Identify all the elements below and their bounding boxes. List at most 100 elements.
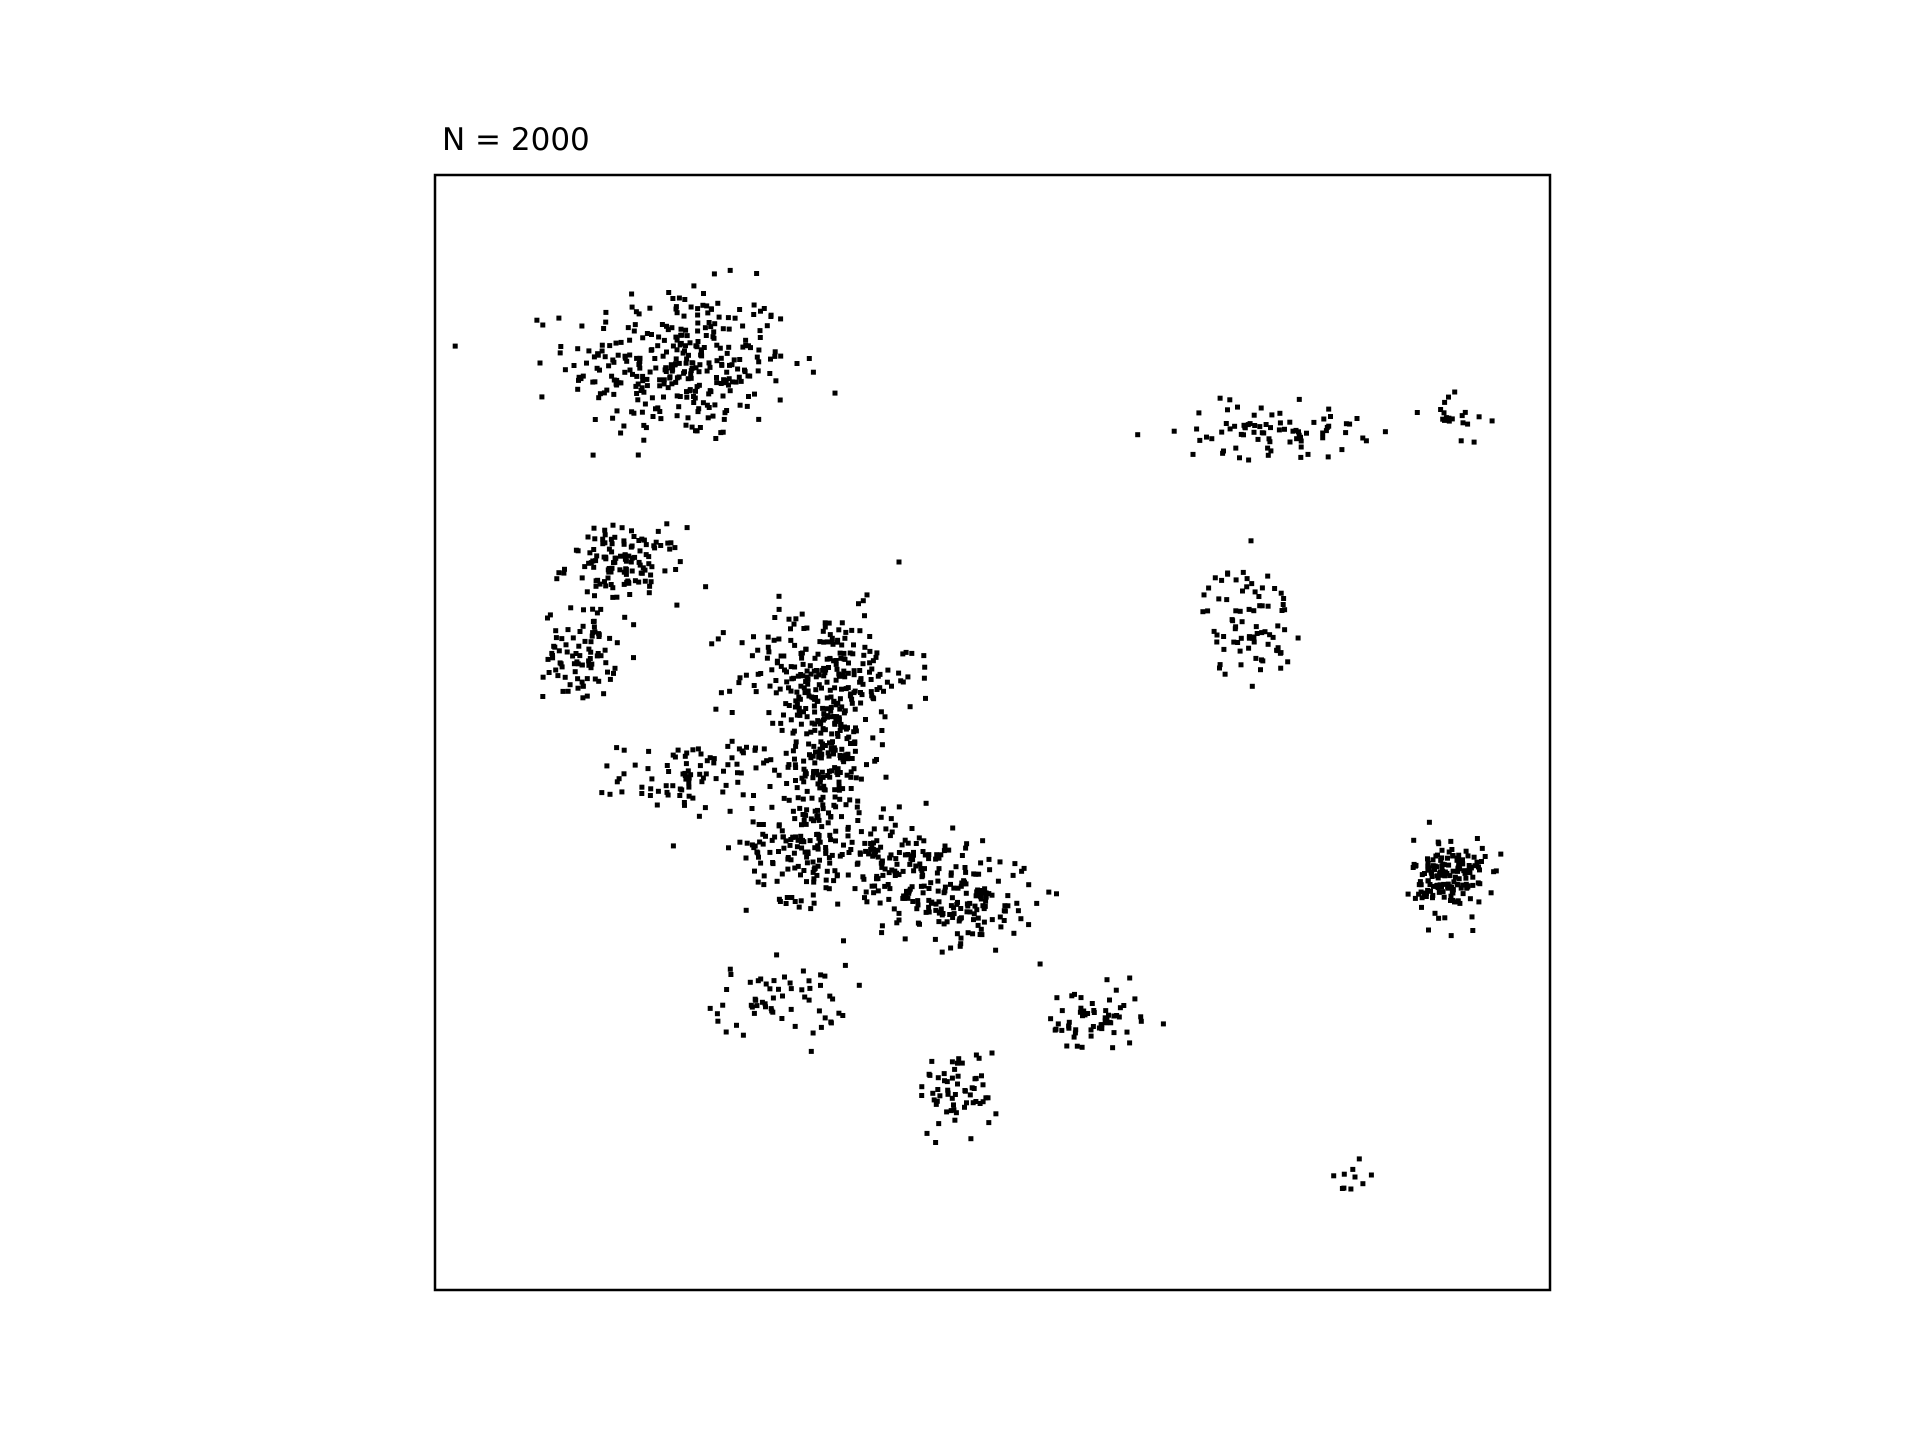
scatter-point xyxy=(688,368,694,374)
scatter-point xyxy=(686,775,692,781)
scatter-point xyxy=(594,610,600,616)
scatter-point xyxy=(870,735,876,741)
scatter-point xyxy=(1293,427,1299,433)
scatter-point xyxy=(951,885,957,891)
scatter-point xyxy=(621,541,627,547)
scatter-point xyxy=(804,625,810,631)
scatter-point xyxy=(1252,423,1258,428)
scatter-point xyxy=(1251,429,1257,435)
scatter-point xyxy=(849,700,855,706)
scatter-point xyxy=(814,668,819,673)
scatter-point xyxy=(835,700,841,706)
scatter-point xyxy=(718,381,724,386)
scatter-point xyxy=(1448,838,1454,844)
scatter-point xyxy=(778,720,784,726)
scatter-point xyxy=(755,671,761,677)
scatter-point xyxy=(837,706,843,712)
scatter-point xyxy=(763,833,768,839)
scatter-point xyxy=(599,342,605,348)
scatter-point xyxy=(638,388,644,393)
scatter-point xyxy=(610,522,616,528)
scatter-point xyxy=(1281,596,1287,601)
scatter-point xyxy=(1442,873,1448,879)
scatter-point xyxy=(648,786,654,792)
scatter-point xyxy=(796,709,802,715)
scatter-point xyxy=(1450,890,1456,896)
scatter-point xyxy=(816,833,822,838)
scatter-point xyxy=(810,859,816,865)
scatter-point xyxy=(547,612,553,618)
scatter-point xyxy=(805,688,811,694)
scatter-point xyxy=(646,748,652,754)
scatter-point xyxy=(855,860,861,866)
scatter-point xyxy=(1465,853,1471,859)
scatter-point xyxy=(933,856,939,862)
scatter-point xyxy=(894,920,900,926)
scatter-point xyxy=(1054,995,1060,1001)
scatter-point xyxy=(926,909,932,915)
scatter-point xyxy=(565,688,571,694)
scatter-point xyxy=(806,978,812,984)
scatter-point xyxy=(1352,1174,1358,1180)
scatter-point xyxy=(785,764,791,770)
scatter-point xyxy=(973,1052,979,1058)
scatter-point xyxy=(1448,893,1454,899)
scatter-point xyxy=(993,947,999,953)
scatter-point xyxy=(563,642,569,648)
scatter-point xyxy=(726,845,731,851)
scatter-point xyxy=(580,623,586,629)
scatter-point xyxy=(814,768,820,774)
scatter-point xyxy=(936,899,942,905)
scatter-point xyxy=(631,534,637,539)
scatter-point xyxy=(1266,436,1272,442)
scatter-point xyxy=(983,1095,989,1101)
scatter-point xyxy=(826,886,832,892)
scatter-point xyxy=(863,717,868,722)
scatter-point xyxy=(612,665,618,671)
scatter-point xyxy=(1435,875,1441,881)
scatter-point xyxy=(1441,894,1447,900)
scatter-point xyxy=(712,402,718,408)
scatter-point xyxy=(711,335,717,341)
scatter-point xyxy=(631,410,637,416)
scatter-point xyxy=(811,879,817,885)
scatter-point xyxy=(756,359,762,365)
scatter-point xyxy=(786,703,792,708)
scatter-point xyxy=(807,663,813,669)
scatter-point xyxy=(878,844,884,850)
scatter-point xyxy=(1474,859,1480,865)
scatter-point xyxy=(761,760,767,766)
scatter-point xyxy=(802,849,808,855)
scatter-point xyxy=(1432,863,1438,869)
scatter-point xyxy=(905,840,911,846)
scatter-point xyxy=(697,425,703,430)
scatter-point xyxy=(1348,1186,1354,1192)
scatter-point xyxy=(787,842,793,848)
scatter-point xyxy=(656,334,662,340)
scatter-point xyxy=(649,395,655,401)
scatter-point xyxy=(877,685,883,691)
scatter-point xyxy=(740,344,746,350)
scatter-point xyxy=(639,409,645,415)
scatter-point xyxy=(815,843,821,849)
scatter-point xyxy=(1268,425,1273,431)
scatter-point xyxy=(691,283,697,289)
scatter-point xyxy=(1458,438,1464,444)
scatter-point xyxy=(950,825,956,831)
scatter-point xyxy=(717,345,723,351)
scatter-point xyxy=(832,721,838,727)
scatter-point xyxy=(701,291,706,296)
scatter-point xyxy=(952,1066,958,1072)
scatter-point xyxy=(757,328,763,334)
scatter-point xyxy=(886,870,892,876)
scatter-point xyxy=(1012,861,1018,867)
scatter-point xyxy=(781,712,786,718)
scatter-point xyxy=(1285,659,1291,665)
scatter-point xyxy=(1426,865,1432,871)
scatter-point xyxy=(799,845,805,851)
scatter-point xyxy=(733,379,739,385)
scatter-point xyxy=(907,886,913,892)
scatter-point xyxy=(1246,634,1252,640)
scatter-point xyxy=(878,814,884,820)
scatter-point xyxy=(644,383,650,389)
